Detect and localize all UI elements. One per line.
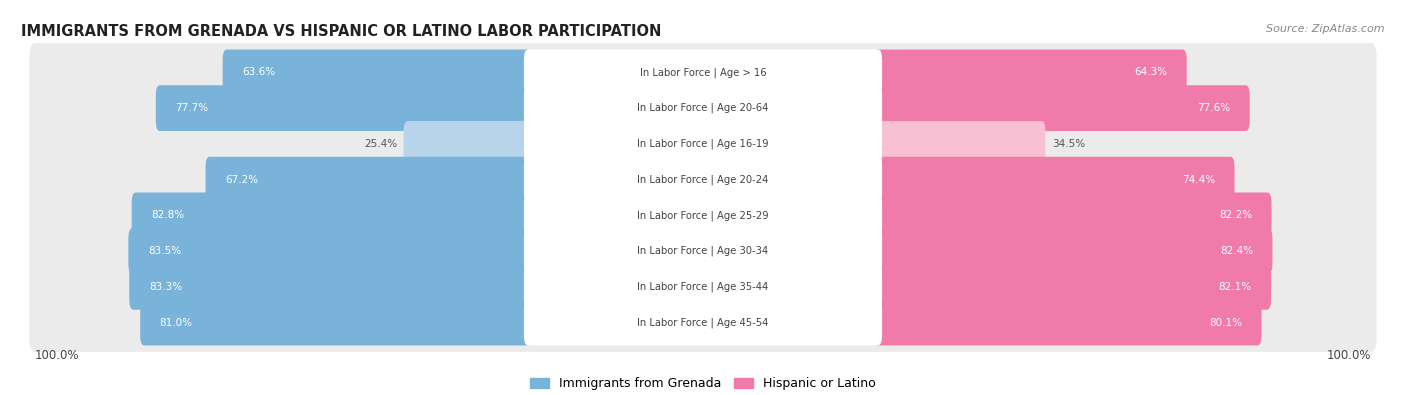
FancyBboxPatch shape [156, 85, 531, 131]
FancyBboxPatch shape [875, 264, 1271, 310]
FancyBboxPatch shape [141, 300, 531, 346]
FancyBboxPatch shape [132, 192, 531, 238]
Text: In Labor Force | Age 45-54: In Labor Force | Age 45-54 [637, 317, 769, 328]
Text: In Labor Force | Age 25-29: In Labor Force | Age 25-29 [637, 210, 769, 221]
Text: Source: ZipAtlas.com: Source: ZipAtlas.com [1267, 24, 1385, 34]
FancyBboxPatch shape [875, 85, 1250, 131]
FancyBboxPatch shape [875, 228, 1272, 274]
FancyBboxPatch shape [128, 228, 531, 274]
Text: In Labor Force | Age 20-24: In Labor Force | Age 20-24 [637, 174, 769, 185]
Text: 82.8%: 82.8% [150, 211, 184, 220]
Text: 34.5%: 34.5% [1052, 139, 1085, 149]
FancyBboxPatch shape [875, 300, 1261, 346]
FancyBboxPatch shape [875, 157, 1234, 203]
Text: 74.4%: 74.4% [1182, 175, 1215, 184]
Text: 77.7%: 77.7% [176, 103, 208, 113]
Text: 64.3%: 64.3% [1135, 68, 1167, 77]
FancyBboxPatch shape [205, 157, 531, 203]
Text: In Labor Force | Age > 16: In Labor Force | Age > 16 [640, 67, 766, 78]
FancyBboxPatch shape [30, 43, 1376, 102]
Text: In Labor Force | Age 35-44: In Labor Force | Age 35-44 [637, 282, 769, 292]
FancyBboxPatch shape [30, 258, 1376, 316]
Text: 82.4%: 82.4% [1220, 246, 1253, 256]
Legend: Immigrants from Grenada, Hispanic or Latino: Immigrants from Grenada, Hispanic or Lat… [526, 372, 880, 395]
Text: IMMIGRANTS FROM GRENADA VS HISPANIC OR LATINO LABOR PARTICIPATION: IMMIGRANTS FROM GRENADA VS HISPANIC OR L… [21, 24, 661, 39]
FancyBboxPatch shape [30, 186, 1376, 245]
Text: In Labor Force | Age 16-19: In Labor Force | Age 16-19 [637, 139, 769, 149]
FancyBboxPatch shape [30, 115, 1376, 173]
Text: 80.1%: 80.1% [1209, 318, 1241, 327]
Text: 100.0%: 100.0% [35, 350, 79, 362]
FancyBboxPatch shape [30, 150, 1376, 209]
FancyBboxPatch shape [875, 49, 1187, 95]
Text: 83.3%: 83.3% [149, 282, 181, 292]
FancyBboxPatch shape [30, 79, 1376, 137]
FancyBboxPatch shape [524, 49, 882, 95]
FancyBboxPatch shape [129, 264, 531, 310]
FancyBboxPatch shape [222, 49, 531, 95]
Text: 100.0%: 100.0% [1327, 350, 1371, 362]
Text: 63.6%: 63.6% [242, 68, 276, 77]
FancyBboxPatch shape [524, 300, 882, 346]
FancyBboxPatch shape [404, 121, 531, 167]
Text: 25.4%: 25.4% [364, 139, 396, 149]
Text: In Labor Force | Age 30-34: In Labor Force | Age 30-34 [637, 246, 769, 256]
Text: 81.0%: 81.0% [160, 318, 193, 327]
FancyBboxPatch shape [524, 192, 882, 238]
Text: 67.2%: 67.2% [225, 175, 259, 184]
Text: 82.1%: 82.1% [1219, 282, 1251, 292]
Text: In Labor Force | Age 20-64: In Labor Force | Age 20-64 [637, 103, 769, 113]
FancyBboxPatch shape [30, 222, 1376, 280]
FancyBboxPatch shape [524, 157, 882, 203]
Text: 83.5%: 83.5% [148, 246, 181, 256]
Text: 82.2%: 82.2% [1219, 211, 1251, 220]
FancyBboxPatch shape [875, 121, 1046, 167]
FancyBboxPatch shape [524, 264, 882, 310]
FancyBboxPatch shape [875, 192, 1271, 238]
FancyBboxPatch shape [524, 85, 882, 131]
FancyBboxPatch shape [30, 293, 1376, 352]
FancyBboxPatch shape [524, 228, 882, 274]
Text: 77.6%: 77.6% [1197, 103, 1230, 113]
FancyBboxPatch shape [524, 121, 882, 167]
